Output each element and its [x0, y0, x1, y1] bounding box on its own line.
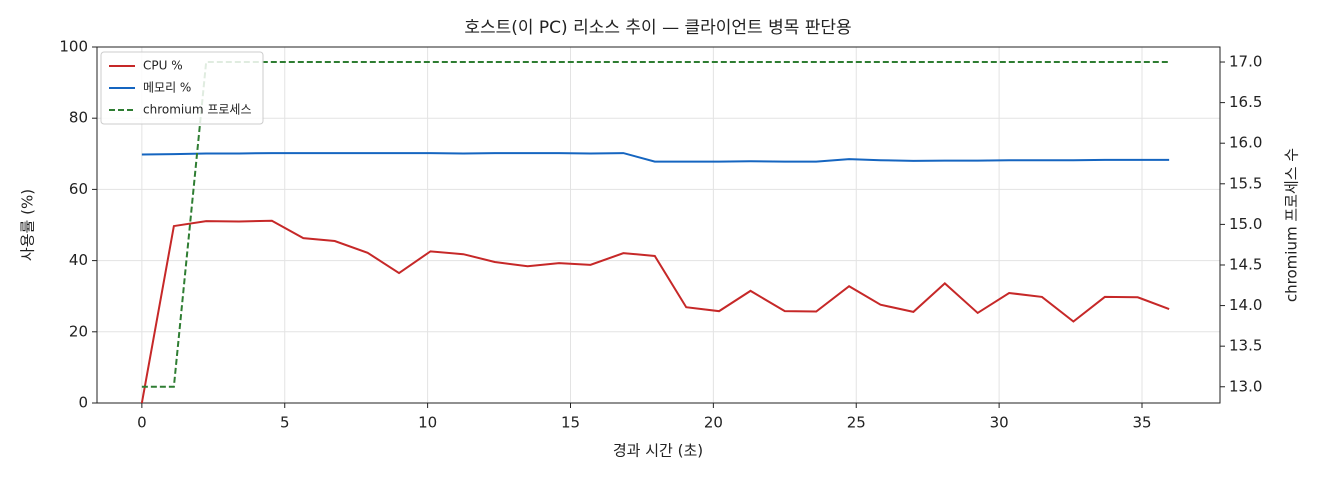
y-tick-label: 20: [69, 322, 88, 340]
y2-tick-label: 15.5: [1229, 174, 1262, 192]
x-tick-label: 5: [280, 414, 290, 432]
y2-axis-label: chromium 프로세스 수: [1283, 148, 1301, 302]
x-tick-label: 30: [990, 414, 1009, 432]
x-tick-label: 15: [561, 414, 580, 432]
series-line: [141, 152, 1170, 163]
y-tick-label: 0: [78, 394, 88, 412]
y2-tick-label: 17.0: [1229, 53, 1262, 71]
y2-tick-label: 13.5: [1229, 337, 1262, 355]
legend-label: chromium 프로세스: [143, 103, 252, 117]
series-line: [140, 219, 1170, 404]
y-axis-label: 사용률 (%): [19, 189, 37, 261]
x-tick-label: 10: [418, 414, 437, 432]
plot-frame: [96, 46, 1221, 404]
x-tick-label: 25: [847, 414, 866, 432]
x-axis-label: 경과 시간 (초): [613, 442, 703, 460]
series-line: [141, 61, 1170, 388]
y-tick-label: 80: [69, 109, 88, 127]
y2-tick-label: 15.0: [1229, 215, 1262, 233]
x-tick-label: 20: [704, 414, 723, 432]
y-tick-label: 60: [69, 180, 88, 198]
y2-tick-label: 14.0: [1229, 296, 1262, 314]
y2-tick-label: 16.0: [1229, 134, 1262, 152]
y2-tick-label: 14.5: [1229, 255, 1262, 273]
y2-tick-label: 13.0: [1229, 377, 1262, 395]
y2-tick-label: 16.5: [1229, 93, 1262, 111]
legend-box: [100, 51, 264, 125]
x-tick-label: 0: [137, 414, 147, 432]
legend-label: CPU %: [143, 59, 183, 73]
x-tick-label: 35: [1132, 414, 1151, 432]
chart-title: 호스트(이 PC) 리소스 추이 — 클라이언트 병목 판단용: [464, 18, 851, 38]
y-tick-label: 40: [69, 251, 88, 269]
y-tick-label: 100: [59, 38, 88, 56]
legend-label: 메모리 %: [143, 81, 191, 95]
